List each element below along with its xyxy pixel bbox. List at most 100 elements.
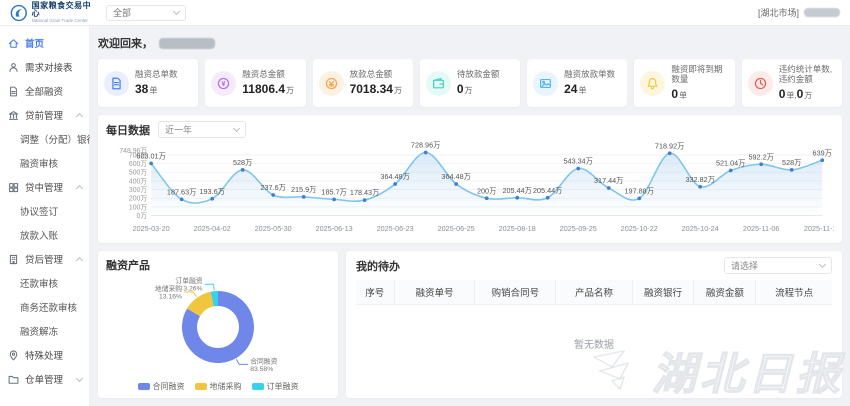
todo-column-0: 序号 xyxy=(356,280,395,305)
daily-data-title: 每日数据 xyxy=(106,124,150,137)
sidebar-item-0[interactable]: 首页 xyxy=(0,31,89,55)
stat-card-6: 违约统计单数,违约金额 0单,0万 xyxy=(741,59,842,107)
stat-label: 融资放款单数 xyxy=(564,69,616,80)
sidebar-item-12[interactable]: 融资解冻 xyxy=(0,319,89,343)
stat-card-4: 融资放款单数 24单 xyxy=(527,59,628,107)
svg-text:500万: 500万 xyxy=(129,169,147,177)
date-range-select[interactable]: 近一年 xyxy=(158,121,246,138)
svg-text:600万: 600万 xyxy=(129,160,147,168)
market-label: [湖北市场] xyxy=(757,8,799,18)
svg-text:订单融资: 订单融资 xyxy=(175,276,202,285)
svg-text:0万: 0万 xyxy=(137,212,148,220)
stat-card-1: ¥ 融资总金额 11806.4万 xyxy=(205,59,306,107)
chevron-down-icon xyxy=(818,260,827,269)
svg-text:528万: 528万 xyxy=(233,158,252,167)
svg-text:2025-06-13: 2025-06-13 xyxy=(316,224,353,233)
clock-icon xyxy=(754,77,766,89)
todo-filter-select[interactable]: 请选择 xyxy=(724,257,832,274)
wallet-icon xyxy=(432,77,444,88)
donut-legend: 合同融资 地储采购 订单融资 xyxy=(106,381,330,392)
svg-text:364.48万: 364.48万 xyxy=(441,172,470,181)
financing-products-title: 融资产品 xyxy=(106,260,150,272)
svg-text:521.04万: 521.04万 xyxy=(716,159,745,168)
welcome-text: 欢迎回来， xyxy=(98,38,153,50)
sidebar-item-1[interactable]: 需求对接表 xyxy=(0,55,89,79)
stat-card-2: 放款总金额 7018.34万 xyxy=(312,59,413,107)
svg-text:地储采购: 地储采购 xyxy=(155,284,182,293)
sidebar-item-label: 首页 xyxy=(25,39,45,50)
legend-item-0[interactable]: 合同融资 xyxy=(137,381,185,392)
sidebar-item-label: 调整（分配）银行 xyxy=(20,135,97,146)
svg-text:2025-11-06: 2025-11-06 xyxy=(743,224,780,233)
sidebar-item-3[interactable]: 贷前管理 xyxy=(0,103,89,127)
chevron-down-icon xyxy=(172,7,181,16)
todo-title: 我的待办 xyxy=(356,260,400,273)
svg-text:364.48万: 364.48万 xyxy=(380,172,409,181)
svg-text:193.6万: 193.6万 xyxy=(199,187,224,196)
legend-item-1[interactable]: 地储采购 xyxy=(194,381,242,392)
svg-text:178.43万: 178.43万 xyxy=(350,188,379,197)
scope-select[interactable]: 全部 xyxy=(106,4,186,21)
sidebar-item-4[interactable]: 调整（分配）银行 xyxy=(0,127,96,151)
user-icon xyxy=(9,62,18,72)
todo-column-3: 产品名称 xyxy=(555,280,633,305)
stat-label: 融资即将到期数量 xyxy=(671,64,723,84)
coin-icon xyxy=(325,77,337,89)
svg-text:215.9万: 215.9万 xyxy=(291,185,316,194)
chevron-up-icon xyxy=(75,112,84,121)
financing-products-card: 融资产品 合同融资 83.58% 地储采购 13.16% 订单融资 3.26% 合同融资地… xyxy=(98,251,338,398)
sidebar-item-8[interactable]: 放款入账 xyxy=(0,223,89,247)
svg-text:2025-09-25: 2025-09-25 xyxy=(560,224,597,233)
svg-text:2025-03-20: 2025-03-20 xyxy=(133,224,170,233)
logo-icon xyxy=(10,4,27,21)
sidebar-item-5[interactable]: 融资审核 xyxy=(0,151,89,175)
todo-table: 序号 融资单号 购销合同号 产品名称 融资银行 融资金额 流程节点 xyxy=(356,280,832,305)
legend-label: 合同融资 xyxy=(152,382,185,391)
svg-text:603.01万: 603.01万 xyxy=(136,151,165,160)
sidebar-item-label: 贷后管理 xyxy=(25,255,64,266)
legend-label: 地储采购 xyxy=(209,382,242,391)
sidebar-item-label: 特殊处理 xyxy=(25,351,64,362)
stat-label: 待放款金额 xyxy=(456,69,500,80)
svg-text:528万: 528万 xyxy=(782,158,801,167)
stat-value: 38单 xyxy=(135,81,158,96)
svg-text:728.96万: 728.96万 xyxy=(411,141,440,150)
sidebar-item-label: 贷中管理 xyxy=(25,183,64,194)
svg-text:13.16%: 13.16% xyxy=(159,294,182,301)
money-icon: ¥ xyxy=(218,77,230,89)
svg-text:639万: 639万 xyxy=(813,148,832,157)
sidebar-item-13[interactable]: 特殊处理 xyxy=(0,343,89,367)
todo-column-6: 流程节点 xyxy=(755,280,832,305)
svg-text:187.63万: 187.63万 xyxy=(167,187,196,196)
todo-filter-value: 请选择 xyxy=(731,261,759,271)
svg-text:197.88万: 197.88万 xyxy=(625,187,654,196)
financing-products-donut: 合同融资 83.58% 地储采购 13.16% 订单融资 3.26% xyxy=(106,273,330,380)
svg-text:83.58%: 83.58% xyxy=(250,366,273,373)
todo-column-2: 购销合同号 xyxy=(474,280,557,305)
todo-column-5: 融资金额 xyxy=(693,280,757,305)
stat-card-3: 待放款金额 0万 xyxy=(419,59,521,107)
svg-text:200万: 200万 xyxy=(477,186,496,195)
sidebar-item-9[interactable]: 贷后管理 xyxy=(0,247,89,271)
sidebar-item-14[interactable]: 仓单管理 xyxy=(0,367,89,391)
stat-value: 0单 xyxy=(671,86,688,101)
document-icon xyxy=(112,77,121,89)
svg-text:2025-10-22: 2025-10-22 xyxy=(621,224,658,233)
svg-text:317.44万: 317.44万 xyxy=(594,176,623,185)
svg-text:300万: 300万 xyxy=(129,186,147,194)
bank-icon xyxy=(8,110,19,120)
pin-icon xyxy=(9,349,18,360)
card-icon xyxy=(540,78,552,88)
sidebar-item-6[interactable]: 贷中管理 xyxy=(0,175,89,199)
legend-item-2[interactable]: 订单融资 xyxy=(251,381,299,392)
redacted-welcome-name xyxy=(159,37,215,49)
sidebar-item-2[interactable]: 全部融资 xyxy=(0,79,89,103)
sidebar-item-7[interactable]: 协议签订 xyxy=(0,199,89,223)
sidebar-item-10[interactable]: 还款审核 xyxy=(0,271,89,295)
sidebar-item-label: 融资解冻 xyxy=(20,327,59,338)
sidebar-item-11[interactable]: 商务还款审核 xyxy=(0,295,89,319)
svg-text:718.92万: 718.92万 xyxy=(655,141,684,150)
svg-text:2025-10-24: 2025-10-24 xyxy=(682,224,719,233)
building-icon xyxy=(9,254,18,264)
todo-column-4: 融资银行 xyxy=(632,280,695,305)
